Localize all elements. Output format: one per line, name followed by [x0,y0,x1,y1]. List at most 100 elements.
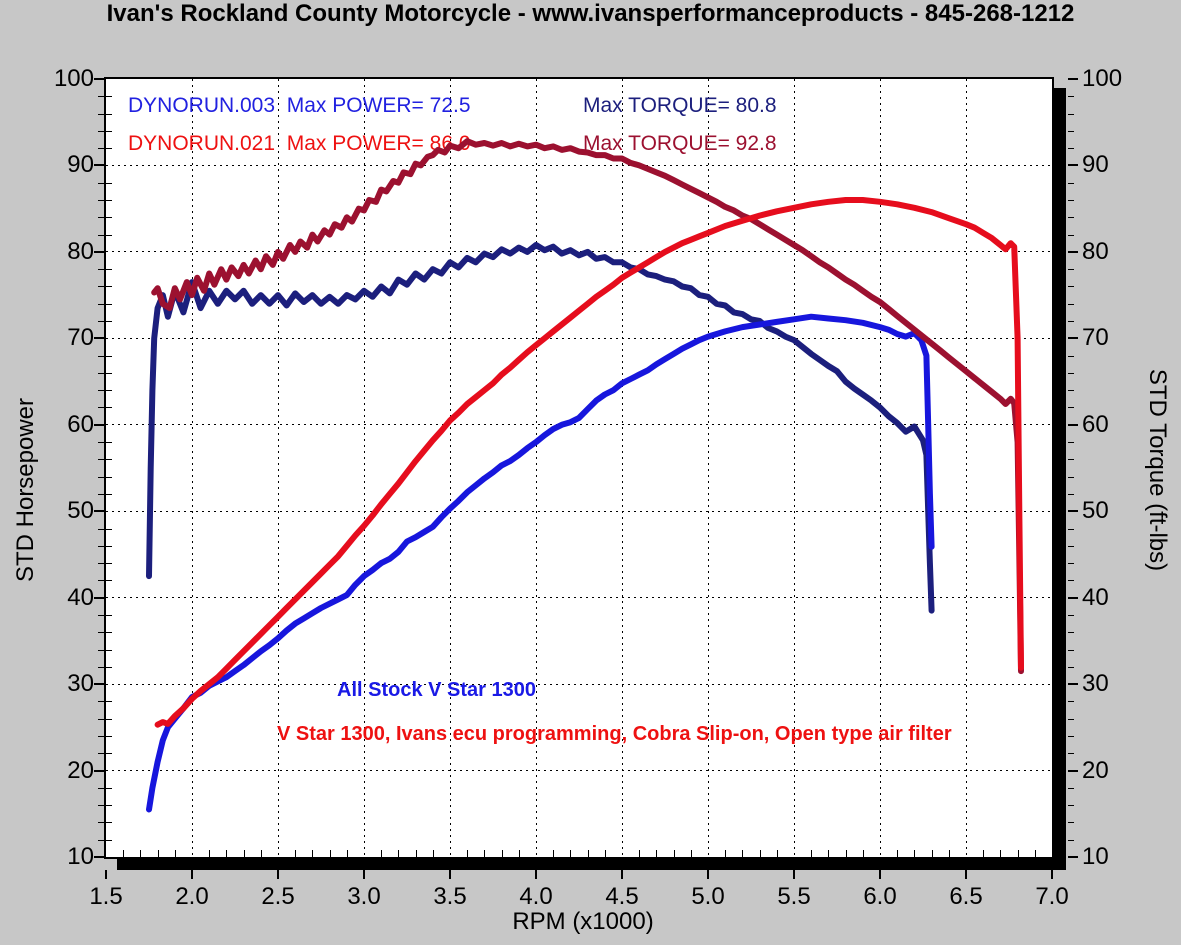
y-minor-tick-right [1068,234,1074,236]
annotation-stock: All Stock V Star 1300 [337,679,536,701]
x-minor-tick-inside [776,850,778,857]
y-minor-tick-inside [106,632,112,634]
x-gridline [363,79,365,857]
annotation-modified: V Star 1300, Ivans ecu programming, Cobr… [277,723,952,745]
y-axis-tick-label: 40 [1082,583,1109,611]
y-minor-tick-right [1068,649,1074,651]
x-minor-tick-inside [1034,850,1036,857]
y-minor-tick-inside [106,787,112,789]
y-minor-tick-right [1068,528,1074,530]
y-minor-tick-inside [106,545,112,547]
y-minor-tick-inside [106,286,112,288]
y-axis-tick-label: 100 [1082,65,1123,92]
x-gridline [707,79,709,857]
y-axis-tick-label: 90 [1082,151,1109,179]
y-axis-tick-label: 50 [1082,497,1109,525]
y-major-tick-right [1068,856,1078,858]
y-minor-tick-inside [106,372,112,374]
x-major-tick [965,870,967,879]
y-minor-tick-left [98,822,104,824]
y-minor-tick-left [98,649,104,651]
y-minor-tick-left [98,735,104,737]
y-minor-tick-inside [106,200,112,202]
y-minor-tick-inside [106,493,112,495]
legend-run2-torque: Max TORQUE= 92.8 [583,132,777,155]
y-minor-tick-right [1068,822,1074,824]
y-major-tick-right [1068,78,1078,80]
x-minor-tick-inside [673,850,675,857]
y-major-tick-left [94,164,104,167]
y-major-tick-right [1068,596,1078,599]
y-minor-tick-inside [106,649,112,651]
y-minor-tick-inside [106,839,112,841]
x-minor-tick-inside [398,850,400,857]
y-minor-tick-right [1068,442,1074,444]
curve-power_003 [146,313,935,813]
y-minor-tick-left [98,148,104,150]
x-minor-tick-inside [415,850,417,857]
y-minor-tick-right [1068,563,1074,565]
y-axis-tick-label: 60 [67,410,94,438]
x-axis-tick-label: 6.0 [863,883,897,910]
x-axis-tick-label: 6.5 [949,883,983,910]
x-minor-tick-inside [140,850,142,857]
y-minor-tick-left [98,476,104,478]
x-axis-tick-label: 2.5 [261,883,295,910]
y-axis-tick-label: 20 [67,756,94,784]
y-minor-tick-left [98,580,104,582]
x-minor-tick-inside [209,850,211,857]
y-gridline [106,424,1052,426]
x-minor-tick-inside [828,850,830,857]
y-major-tick-left [94,856,104,858]
y-minor-tick-inside [106,96,112,98]
x-minor-tick-inside [656,850,658,857]
y-minor-tick-inside [106,355,112,357]
y-major-tick-left [94,423,104,426]
y-minor-tick-inside [106,614,112,616]
x-minor-tick-inside [862,850,864,857]
y-minor-tick-left [98,753,104,755]
y-minor-tick-left [98,130,104,132]
legend-run2: DYNORUN.021 Max POWER= 86.0 [128,132,471,156]
y-minor-tick-right [1068,130,1074,132]
legend-run1-file: DYNORUN.003 [128,94,276,117]
legend-run1-power: Max POWER= 72.5 [286,94,471,117]
y-minor-tick-left [98,632,104,634]
y-minor-tick-right [1068,805,1074,807]
y-minor-tick-right [1068,269,1074,271]
y-minor-tick-left [98,614,104,616]
plot-shadow-bottom [117,857,1066,870]
y-minor-tick-right [1068,113,1074,115]
y-minor-tick-right [1068,753,1074,755]
y-major-tick-right [1068,337,1078,340]
y-minor-tick-inside [106,321,112,323]
x-minor-tick-inside [759,850,761,857]
y-minor-tick-inside [106,666,112,668]
x-major-tick [105,870,107,879]
y-minor-tick-inside [106,182,112,184]
y-axis-tick-label: 80 [67,237,94,265]
x-axis-title: RPM (x1000) [512,908,654,935]
y-minor-tick-right [1068,96,1074,98]
y-axis-tick-label: 40 [67,583,94,611]
y-minor-tick-inside [106,130,112,132]
y-minor-tick-right [1068,614,1074,616]
y-major-tick-right [1068,423,1078,426]
x-gridline [535,79,537,857]
x-minor-tick-inside [260,850,262,857]
y-minor-tick-left [98,113,104,115]
y-minor-tick-left [98,182,104,184]
x-major-tick [191,870,193,879]
y-axis-tick-label: 30 [67,670,94,698]
y-minor-tick-right [1068,787,1074,789]
y-minor-tick-inside [106,407,112,409]
y-minor-tick-inside [106,113,112,115]
legend-run1-torque: Max TORQUE= 80.8 [583,94,777,117]
legend-run1: DYNORUN.003 Max POWER= 72.5 [128,94,471,118]
y-minor-tick-inside [106,303,112,305]
y-minor-tick-right [1068,372,1074,374]
y-minor-tick-right [1068,355,1074,357]
x-major-tick [793,870,795,879]
x-gridline [793,79,795,857]
